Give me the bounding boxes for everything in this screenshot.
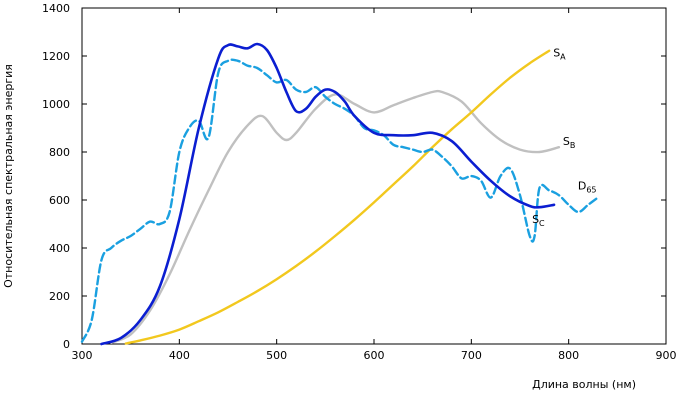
x-tick-label: 500 <box>266 349 287 362</box>
y-tick-label: 0 <box>63 338 70 351</box>
series-label-sc: SC <box>532 213 545 228</box>
y-tick-label: 400 <box>49 242 70 255</box>
series-label-sub: C <box>539 219 545 228</box>
series-label-sb: SB <box>563 135 575 150</box>
x-tick-label: 800 <box>558 349 579 362</box>
series-line-d65 <box>80 58 600 343</box>
series-label-sub: 65 <box>586 186 596 195</box>
series-label-main: S <box>553 47 560 60</box>
x-tick-label: 600 <box>364 349 385 362</box>
series-line-sb <box>110 89 561 344</box>
y-axis-label-group: Относительная спектральная энергия <box>2 64 15 288</box>
plot-border <box>81 7 667 345</box>
series-line-sc <box>100 42 556 346</box>
y-tick-label: 1400 <box>42 2 70 15</box>
y-tick-label: 1000 <box>42 98 70 111</box>
x-tick-label: 400 <box>169 349 190 362</box>
series-label-sub: B <box>570 141 576 150</box>
series-label-sa: SA <box>553 47 566 62</box>
axis-ticks: 300 400 500 600 700 800 900 0 200 400 600 800 1000 12… <box>42 2 677 362</box>
x-axis-label: Длина волны (нм) <box>532 378 636 391</box>
x-tick-label: 700 <box>461 349 482 362</box>
series-layer <box>80 42 600 346</box>
series-label-main: S <box>532 213 539 226</box>
series-label-main: S <box>563 135 570 148</box>
plot-frame <box>81 7 667 345</box>
series-label-sub: A <box>560 53 566 62</box>
series-label-main: D <box>578 180 586 193</box>
y-axis-label: Относительная спектральная энергия <box>2 64 15 288</box>
series-line-sa <box>124 49 551 345</box>
x-tick-label: 300 <box>72 349 93 362</box>
y-tick-label: 1200 <box>42 50 70 63</box>
y-tick-label: 600 <box>49 194 70 207</box>
series-label-d65: D65 <box>578 180 597 195</box>
y-tick-label: 800 <box>49 146 70 159</box>
y-tick-label: 200 <box>49 290 70 303</box>
x-tick-label: 900 <box>656 349 677 362</box>
